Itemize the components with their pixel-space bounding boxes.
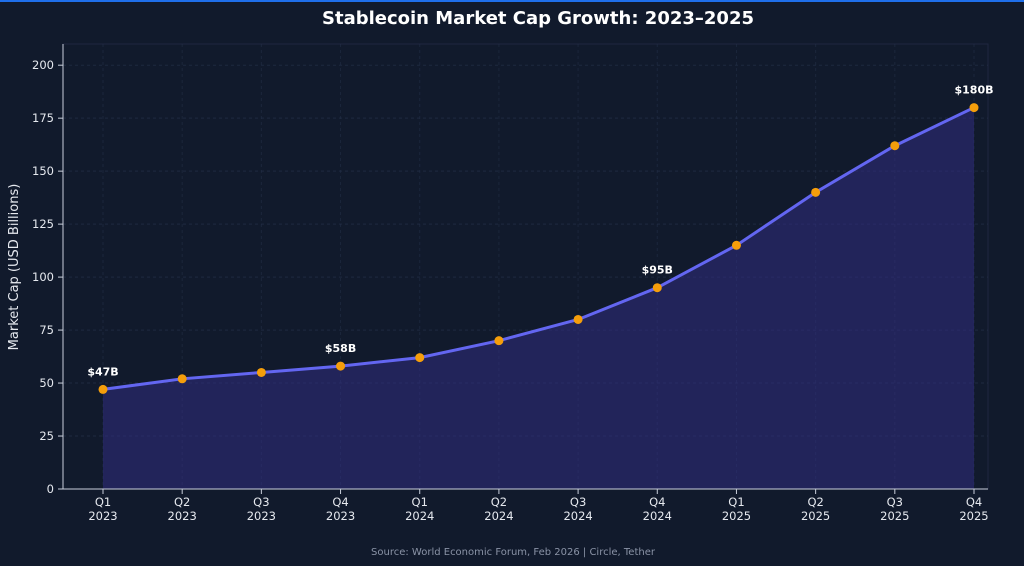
x-tick-label: Q1 2025 (722, 495, 751, 523)
y-tick-label: 50 (39, 376, 54, 390)
y-tick-label: 150 (32, 164, 54, 178)
y-tick-label: 125 (32, 217, 54, 231)
x-tick-label: Q2 2024 (484, 495, 513, 523)
y-tick-label: 0 (47, 482, 54, 496)
x-tick-label: Q1 2023 (88, 495, 117, 523)
data-label: $47B (87, 365, 118, 378)
data-point (573, 314, 583, 324)
data-point (811, 187, 821, 197)
data-point (969, 103, 979, 113)
data-point (652, 283, 662, 293)
data-point (98, 384, 108, 394)
x-tick-label: Q3 2024 (563, 495, 592, 523)
data-point (731, 240, 741, 250)
series-group (98, 103, 979, 490)
x-tick-label: Q2 2025 (801, 495, 830, 523)
x-tick-label: Q2 2023 (168, 495, 197, 523)
data-label: $95B (642, 264, 673, 277)
y-axis-label: Market Cap (USD Billions) (7, 184, 22, 351)
y-tick-label: 100 (32, 270, 54, 284)
data-label: $180B (955, 84, 994, 97)
data-point (336, 361, 346, 371)
series-line (101, 106, 976, 391)
data-point (494, 336, 504, 346)
chart-title: Stablecoin Market Cap Growth: 2023–2025 (322, 8, 754, 29)
axes: 0 25 50 75 100 125 150 175 200 Q1 2023 Q2 2023 Q3 2023… (32, 44, 989, 523)
x-tick-label: Q4 2024 (643, 495, 672, 523)
x-tick-label: Q3 2025 (880, 495, 909, 523)
series-area (103, 107, 974, 490)
y-tick-label: 200 (32, 58, 54, 72)
x-tick-label: Q4 2025 (959, 495, 988, 523)
y-tick-label: 75 (39, 323, 54, 337)
top-accent-bar (0, 0, 1024, 2)
y-tick-label: 175 (32, 111, 54, 125)
y-tick-label: 25 (39, 429, 54, 443)
source-note: Source: World Economic Forum, Feb 2026 |… (371, 547, 656, 558)
x-tick-label: Q1 2024 (405, 495, 434, 523)
labels-group: $47B $58B $95B $180B (87, 84, 993, 379)
x-tick-label: Q3 2023 (247, 495, 276, 523)
data-point (177, 374, 187, 384)
data-label: $58B (325, 342, 356, 355)
data-point (415, 353, 425, 363)
x-tick-label: Q4 2023 (326, 495, 355, 523)
data-point (890, 141, 900, 151)
data-point (256, 367, 266, 377)
